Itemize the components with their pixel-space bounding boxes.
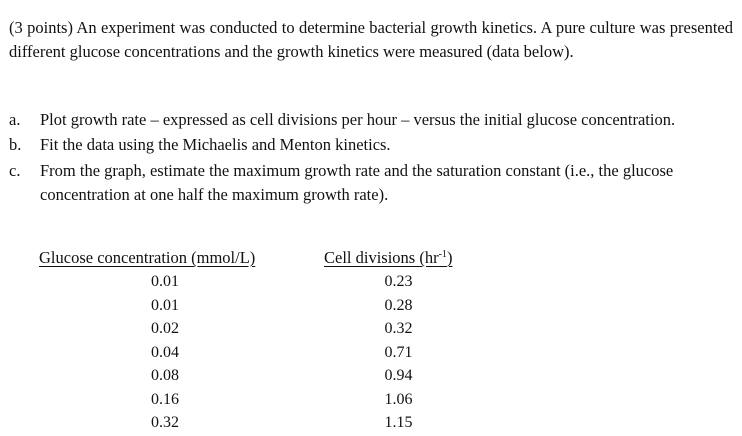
- glucose-column-header: Glucose concentration (mmol/L): [39, 248, 256, 267]
- cell-divisions-cell: 0.94: [384, 367, 413, 384]
- glucose-cell: 0.04: [151, 343, 179, 361]
- question-list: a. Plot growth rate – expressed as cell …: [9, 108, 733, 209]
- question-item-a: a. Plot growth rate – expressed as cell …: [9, 108, 733, 132]
- cell-divisions-column: 0.23 0.28 0.32 0.71 0.94 1.06 1.15: [324, 270, 473, 435]
- question-marker: b.: [9, 135, 22, 154]
- glucose-cell: 0.32: [151, 414, 179, 431]
- cell-divisions-cell: 0.28: [384, 296, 413, 314]
- question-item-c: c. From the graph, estimate the maximum …: [9, 159, 733, 207]
- cell-divisions-cell: 1.06: [384, 390, 413, 408]
- cell-divisions-cell: 1.15: [384, 414, 413, 431]
- cell-divisions-header-close: ): [446, 248, 453, 267]
- cell-divisions-column-header: Cell divisions (hr-1): [324, 246, 452, 270]
- question-text: From the graph, estimate the maximum gro…: [40, 161, 674, 204]
- question-text: Plot growth rate – expressed as cell div…: [40, 110, 676, 129]
- question-marker: c.: [9, 161, 21, 180]
- glucose-cell: 0.08: [151, 367, 179, 384]
- cell-divisions-cell: 0.32: [384, 320, 413, 337]
- cell-divisions-cell: 0.71: [384, 343, 413, 361]
- cell-divisions-header-exponent: -1: [438, 249, 447, 260]
- glucose-cell: 0.01: [151, 296, 179, 314]
- cell-divisions-header-text: Cell divisions (hr: [324, 248, 439, 267]
- glucose-cell: 0.02: [151, 320, 179, 337]
- question-text: Fit the data using the Michaelis and Men…: [40, 135, 391, 154]
- problem-intro: (3 points) An experiment was conducted t…: [9, 18, 733, 61]
- question-item-b: b. Fit the data using the Michaelis and …: [9, 133, 733, 157]
- glucose-column: 0.01 0.01 0.02 0.04 0.08 0.16 0.32: [39, 270, 291, 435]
- glucose-cell: 0.01: [151, 273, 179, 290]
- glucose-cell: 0.16: [151, 390, 179, 408]
- question-marker: a.: [9, 110, 21, 129]
- cell-divisions-cell: 0.23: [384, 273, 413, 290]
